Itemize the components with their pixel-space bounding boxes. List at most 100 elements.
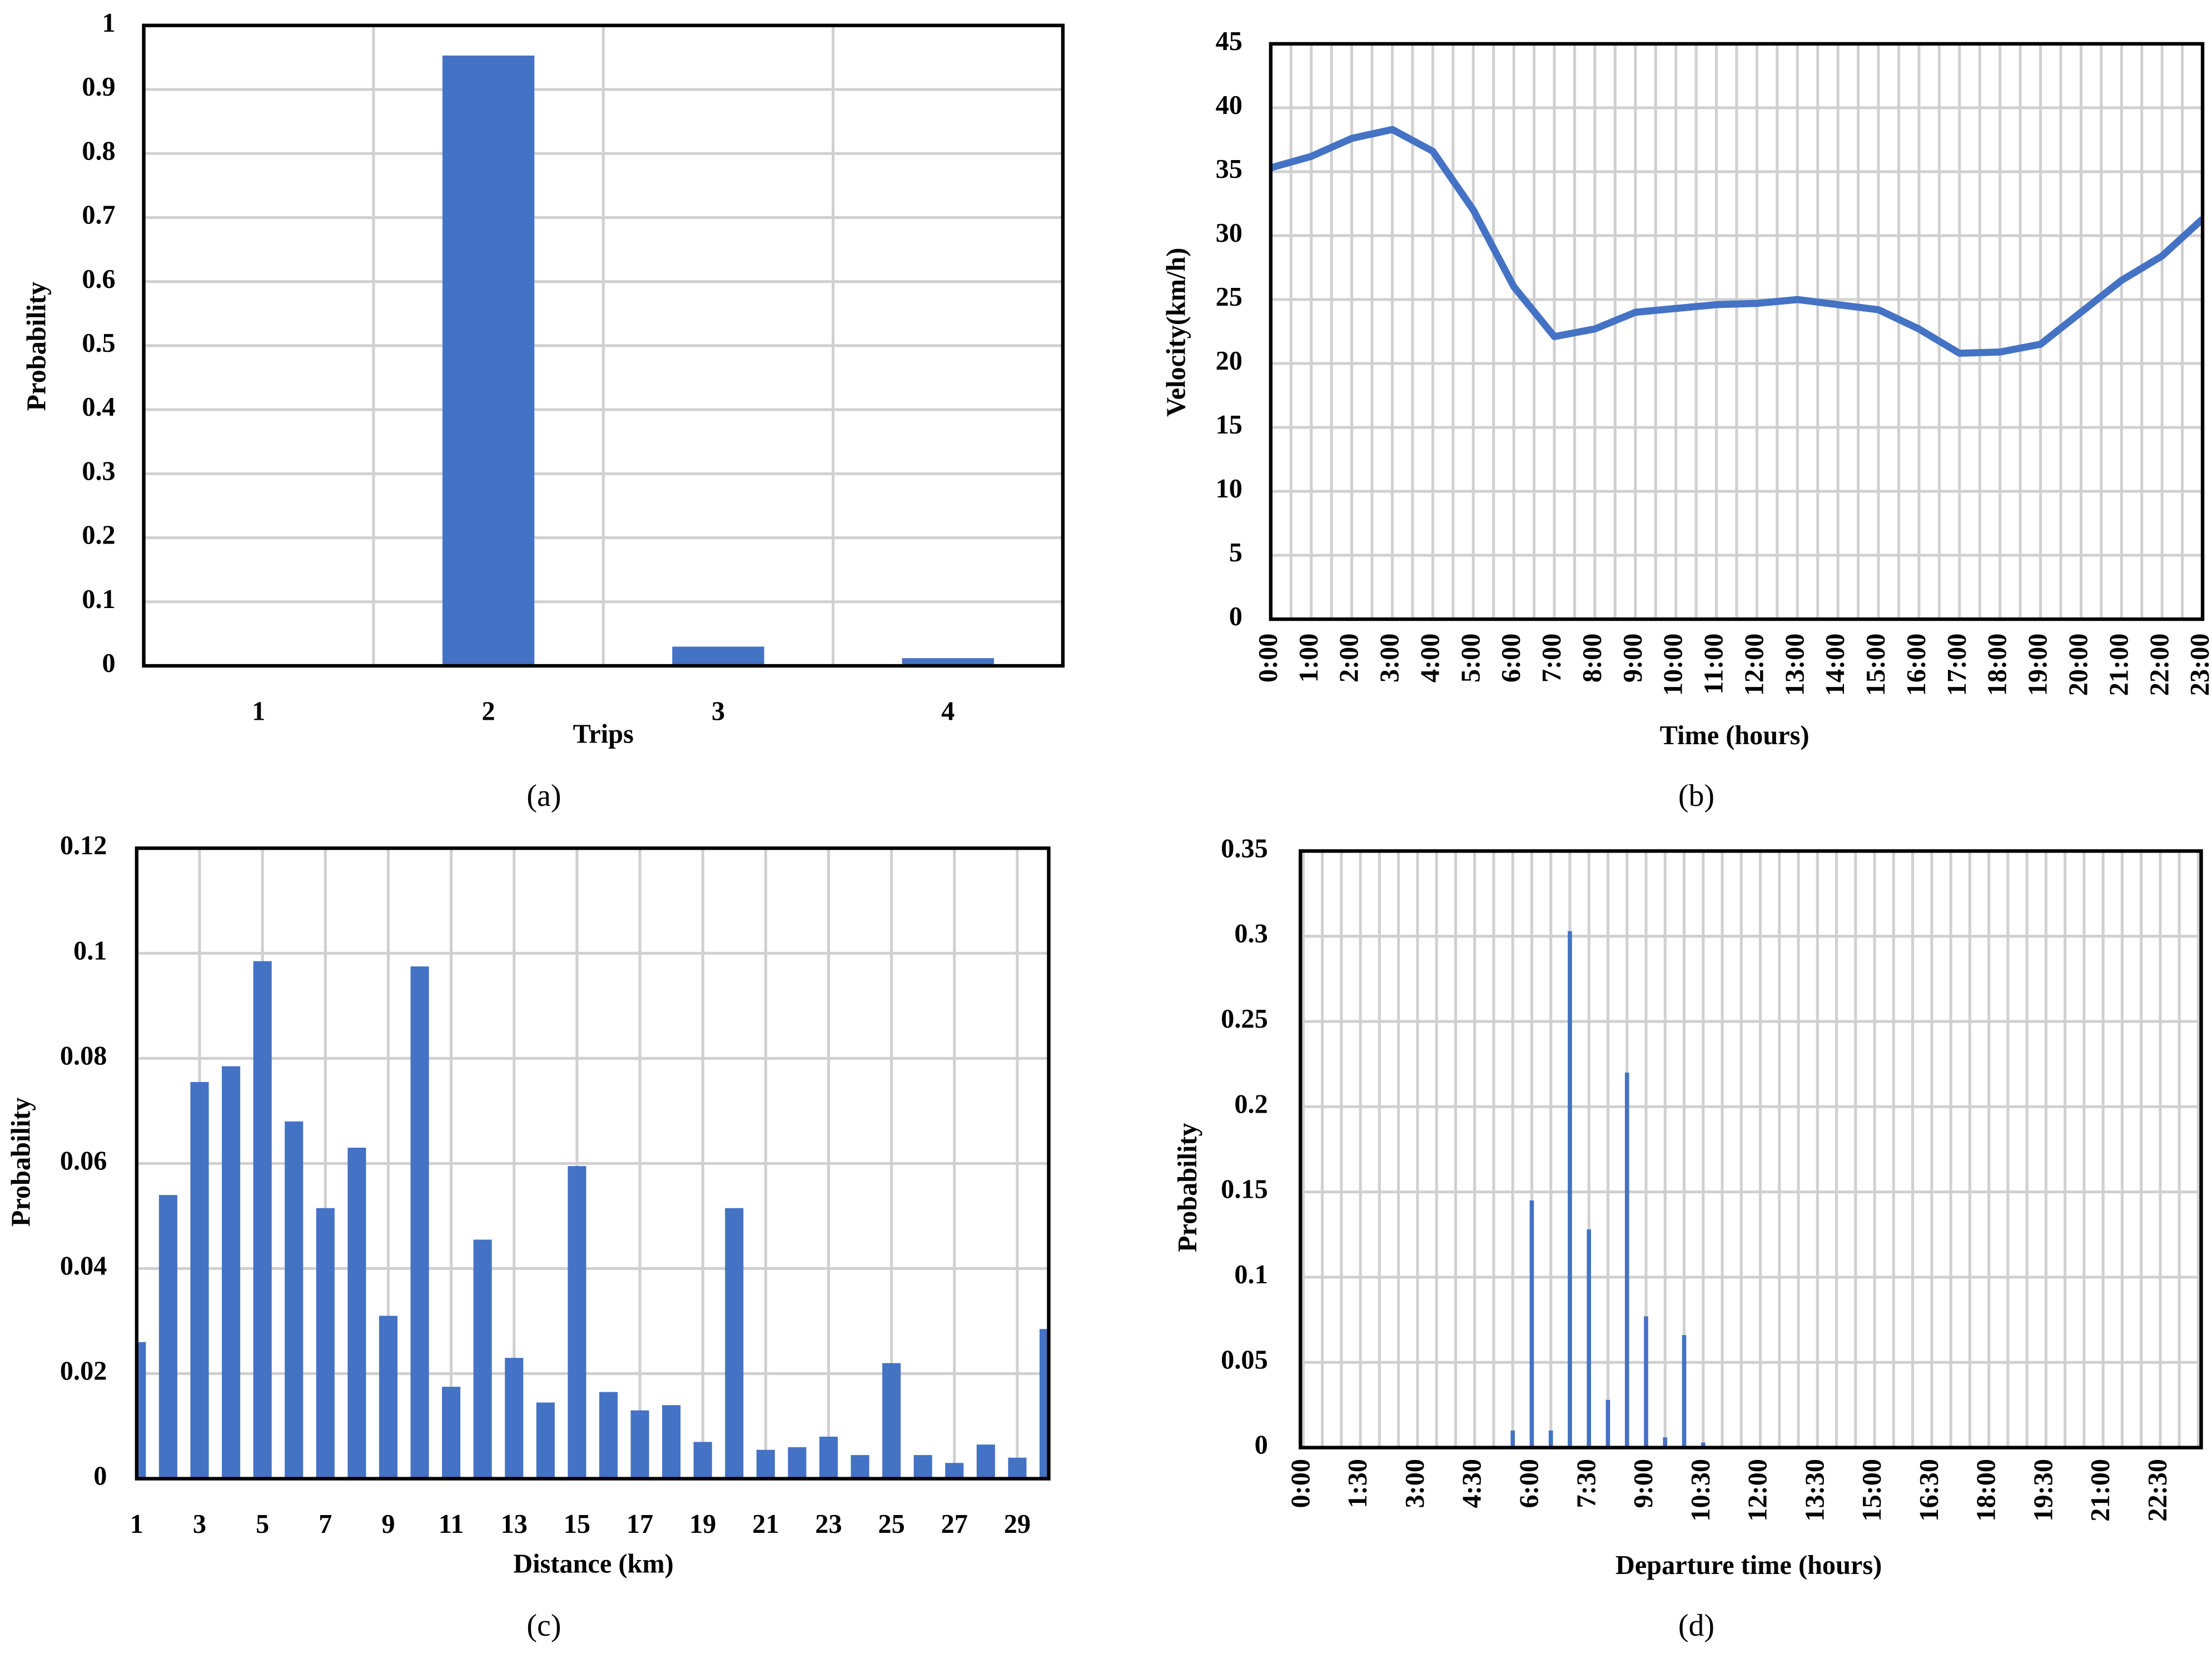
- x-tick-label: 6:00: [1497, 634, 1526, 683]
- plot-frame: [1299, 849, 2203, 1449]
- bar: [1510, 1430, 1515, 1448]
- y-axis-label: Probability: [1173, 1123, 1202, 1252]
- x-tick-label: 20:00: [2064, 634, 2094, 696]
- x-tick-label: 3:00: [1400, 1459, 1430, 1508]
- x-tick-label: 17:00: [1942, 634, 1972, 696]
- bar: [1701, 1442, 1706, 1448]
- x-tick-label: 27: [941, 1509, 968, 1539]
- chart: 00.020.040.060.080.10.121 3 5 7 9 11 13 15 17 19 2…: [6, 831, 1051, 1643]
- chart: 0 0.05 0.1 0.15 0.2 0.25 0.3 0.35 0:00 1:30 3:00 4:…: [1173, 834, 2203, 1643]
- x-tick-label: 7:00: [1537, 634, 1567, 683]
- bar: [1008, 1457, 1027, 1479]
- x-tick-label: 29: [1004, 1509, 1031, 1539]
- bar: [505, 1358, 524, 1479]
- y-tick-label: 40: [1216, 91, 1242, 120]
- plot-area: [136, 961, 1049, 1479]
- x-tick-label: 13:30: [1800, 1459, 1830, 1522]
- bar: [158, 1195, 177, 1479]
- x-tick-label: 19: [689, 1509, 716, 1539]
- x-tick-label: 7: [319, 1509, 332, 1539]
- x-tick-label: 10:00: [1659, 634, 1688, 696]
- x-tick-label: 4: [941, 697, 955, 726]
- y-tick-label: 10: [1216, 474, 1242, 504]
- bar: [976, 1444, 995, 1479]
- x-tick-label: 16:30: [1915, 1459, 1944, 1522]
- x-tick-label: 21:00: [2104, 634, 2134, 696]
- y-tick-label: 0: [102, 649, 116, 678]
- y-tick-label: 35: [1216, 155, 1242, 184]
- x-tick-label: 11: [439, 1509, 464, 1539]
- line: [1270, 126, 2203, 357]
- y-tick-label: 1: [102, 8, 116, 38]
- y-axis-label: Probability: [6, 1098, 36, 1227]
- x-tick-label: 0:00: [1254, 634, 1283, 683]
- x-tick-label: 3: [712, 697, 725, 726]
- plot-frame: [1269, 42, 2205, 621]
- x-tick-label: 10:30: [1686, 1459, 1716, 1522]
- x-axis-label: Time (hours): [1660, 721, 1810, 750]
- bar: [473, 1239, 492, 1479]
- x-tick-label: 12:00: [1743, 1459, 1773, 1522]
- bar: [1624, 1072, 1629, 1448]
- bar: [913, 1455, 932, 1479]
- x-tick-label: 15:00: [1861, 634, 1891, 696]
- y-tick-label: 0.06: [60, 1146, 107, 1175]
- caption: (c): [526, 1608, 561, 1643]
- x-tick-label: 5:00: [1456, 634, 1485, 683]
- plot-area: [442, 55, 994, 666]
- x-tick-label: 23:00: [2185, 634, 2212, 696]
- x-tick-label: 9:00: [1629, 1459, 1658, 1508]
- plot-area: [1270, 126, 2203, 357]
- y-tick-label: 0.2: [1234, 1089, 1267, 1119]
- bar: [599, 1392, 618, 1479]
- x-tick-label: 16:00: [1902, 634, 1931, 696]
- bar: [1605, 1399, 1610, 1448]
- y-tick-label: 20: [1216, 346, 1242, 376]
- x-tick-label: 18:00: [1983, 634, 2012, 696]
- y-tick-label: 0.05: [1221, 1345, 1268, 1374]
- x-tick-label: 3: [193, 1509, 206, 1539]
- bar: [442, 55, 535, 666]
- x-tick-label: 11:00: [1699, 634, 1729, 695]
- y-tick-label: 0.2: [82, 521, 115, 550]
- x-tick-label: 3:00: [1375, 634, 1405, 683]
- y-tick-label: 25: [1216, 282, 1242, 312]
- bar: [788, 1447, 807, 1479]
- y-tick-label: 0.6: [82, 265, 115, 294]
- x-tick-label: 9: [381, 1509, 395, 1539]
- x-tick-label: 1: [130, 1509, 143, 1539]
- x-tick-label: 19:30: [2029, 1459, 2058, 1522]
- x-tick-label: 2: [482, 697, 495, 726]
- bar: [672, 646, 764, 666]
- bar: [756, 1449, 775, 1479]
- y-tick-label: 15: [1216, 410, 1242, 440]
- bar: [316, 1208, 335, 1479]
- x-tick-label: 14:00: [1821, 634, 1850, 696]
- bar: [630, 1410, 649, 1479]
- x-tick-label: 21:00: [2086, 1459, 2115, 1522]
- bar: [536, 1402, 555, 1479]
- bar: [1529, 1200, 1534, 1448]
- bar: [902, 658, 994, 666]
- x-axis-label: Trips: [573, 719, 634, 749]
- bar: [285, 1121, 304, 1479]
- bar: [1587, 1229, 1592, 1448]
- x-tick-label: 4:00: [1415, 634, 1445, 683]
- x-tick-label: 17: [627, 1509, 653, 1539]
- x-tick-label: 23: [815, 1509, 842, 1539]
- bar: [693, 1442, 712, 1479]
- x-tick-label: 1: [252, 697, 265, 726]
- y-tick-label: 0.35: [1221, 834, 1268, 863]
- plot-frame: [142, 23, 1065, 668]
- bar: [568, 1166, 586, 1479]
- y-tick-label: 0.3: [82, 456, 115, 486]
- x-tick-label: 9:00: [1618, 634, 1648, 683]
- x-tick-label: 21: [752, 1509, 779, 1539]
- plot-frame: [135, 846, 1051, 1481]
- x-tick-label: 22:30: [2143, 1459, 2173, 1522]
- x-tick-label: 2:00: [1335, 634, 1364, 683]
- chart: 0 5 10 15 20 25 30 35 40 45 0:00 1:00 2:00 3:00 4:00 5:…: [1162, 27, 2212, 813]
- y-tick-label: 0.1: [73, 936, 107, 965]
- y-axis-label: Velocity(km/h): [1162, 248, 1191, 417]
- x-tick-label: 18:00: [1972, 1459, 2001, 1522]
